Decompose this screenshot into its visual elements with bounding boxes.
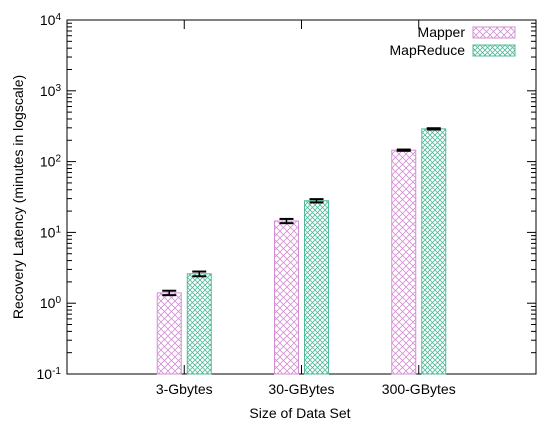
- y-tick-label: 100: [40, 295, 62, 312]
- bar-mapper: [274, 220, 299, 375]
- x-tick-label: 3-Gbytes: [156, 381, 213, 397]
- bars: [156, 128, 447, 375]
- bar-mapper: [156, 292, 182, 375]
- y-tick-label: 103: [40, 82, 62, 99]
- bar-mapreduce: [304, 200, 329, 375]
- y-tick-label: 104: [40, 12, 62, 29]
- legend-swatch-mapreduce: [472, 44, 516, 57]
- bar-mapreduce: [421, 128, 447, 375]
- bar-mapper: [391, 149, 417, 375]
- x-axis-label: Size of Data Set: [249, 405, 350, 421]
- x-tick-label: 300-GBytes: [382, 381, 456, 397]
- error-bars: [162, 127, 441, 297]
- y-tick-label: 10-1: [37, 366, 62, 383]
- legend-label-mapper: Mapper: [418, 24, 466, 40]
- legend-label-mapreduce: MapReduce: [390, 42, 466, 58]
- plot-frame: [66, 19, 537, 375]
- x-tick-label: 30-GBytes: [268, 381, 334, 397]
- legend: Mapper MapReduce: [390, 24, 516, 58]
- y-axis-ticks: 10-1 100 101 102 103 104: [37, 12, 536, 383]
- bar-mapreduce: [186, 273, 212, 375]
- y-tick-label: 102: [40, 153, 62, 170]
- y-axis-label: Recovery Latency (minutes in logscale): [10, 75, 26, 319]
- x-axis-ticks: 3-Gbytes 30-GBytes 300-GBytes: [156, 20, 456, 397]
- legend-swatch-mapper: [472, 26, 516, 39]
- y-tick-label: 101: [40, 224, 62, 241]
